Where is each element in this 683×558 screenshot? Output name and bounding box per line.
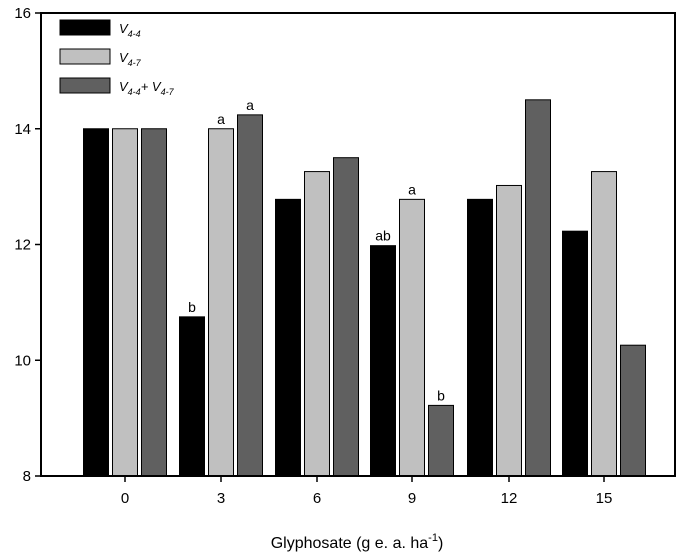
bar-s1-9 — [370, 245, 396, 477]
x-axis-title: Glyphosate (g e. a. ha-1) — [271, 532, 444, 552]
y-tick-label-14: 14 — [14, 121, 31, 138]
sig-label-s2-9: a — [408, 181, 416, 197]
x-tick-label-6: 6 — [313, 490, 321, 507]
y-tick-label-8: 8 — [23, 468, 31, 485]
x-axis-ticks: 0 3 6 9 12 15 — [121, 476, 613, 507]
bar-s1-6 — [275, 198, 301, 477]
bar-s3-0 — [141, 128, 167, 477]
bar-s2-12 — [496, 184, 522, 477]
bar-s1-0 — [83, 128, 109, 477]
bar-s3-12 — [525, 99, 551, 477]
sig-label-s1-3: b — [188, 299, 196, 315]
y-tick-label-12: 12 — [14, 237, 31, 254]
x-tick-label-12: 12 — [501, 490, 518, 507]
bar-s1-12 — [467, 198, 493, 477]
legend-swatch-s2 — [59, 48, 111, 65]
x-tick-label-3: 3 — [217, 490, 225, 507]
legend-label-s1: V4-4 — [119, 21, 141, 39]
x-tick-label-15: 15 — [596, 490, 613, 507]
sig-label-s3-3: a — [246, 97, 254, 113]
sig-label-s2-3: a — [217, 111, 225, 127]
legend-label-s3: V4-4+ V4-7 — [119, 79, 175, 97]
legend-label-s2: V4-7 — [119, 50, 142, 68]
bar-s2-6 — [304, 171, 330, 477]
y-axis-ticks: 8 10 12 14 16 — [14, 5, 41, 485]
x-tick-label-0: 0 — [121, 490, 129, 507]
bar-s2-9 — [399, 198, 425, 477]
bar-s3-15 — [620, 344, 646, 477]
bars-group — [83, 99, 646, 477]
sig-label-s1-9: ab — [375, 228, 391, 244]
sig-label-s3-9: b — [437, 387, 445, 403]
x-tick-label-9: 9 — [408, 490, 416, 507]
bar-s3-9 — [428, 404, 454, 477]
bar-s2-3 — [208, 128, 234, 477]
bar-s3-6 — [333, 157, 359, 477]
y-tick-label-10: 10 — [14, 352, 31, 369]
bar-s2-0 — [112, 128, 138, 477]
bar-s1-15 — [562, 230, 588, 477]
legend: V4-4 V4-7 V4-4+ V4-7 — [59, 19, 175, 97]
y-tick-label-16: 16 — [14, 5, 31, 22]
bar-s2-15 — [591, 171, 617, 477]
legend-swatch-s3 — [59, 77, 111, 94]
bar-s3-3 — [237, 114, 263, 477]
legend-swatch-s1 — [59, 19, 111, 36]
bar-s1-3 — [179, 316, 205, 477]
